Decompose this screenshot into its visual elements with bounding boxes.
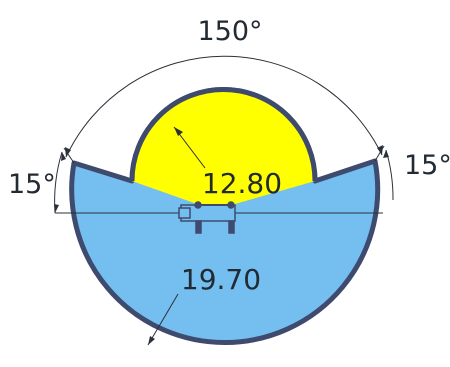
left-angle-arrow-bottom (54, 204, 59, 213)
top-angle-arc (65, 55, 383, 158)
inner-coverage-area (132, 89, 315, 210)
left-angle-label: 15° (8, 169, 56, 200)
right-angle-label: 15° (404, 150, 450, 181)
top-angle-label: 150° (197, 16, 262, 47)
vehicle-icon (178, 201, 236, 234)
inner-radius-label: 12.80 (202, 167, 282, 200)
outer-radius-arrow (148, 336, 155, 345)
outer-radius-label: 19.70 (181, 263, 261, 296)
left-angle-arrow-top (61, 152, 66, 161)
right-angle-arrow-top (383, 150, 389, 158)
right-angle-arc (385, 149, 394, 201)
inner-radius-arrow (174, 127, 183, 136)
outer-radius-leader (147, 293, 179, 346)
top-angle-arrow-right (377, 145, 383, 155)
inner-arc-outline (129, 87, 318, 182)
top-angle-arrow-left (65, 147, 71, 157)
